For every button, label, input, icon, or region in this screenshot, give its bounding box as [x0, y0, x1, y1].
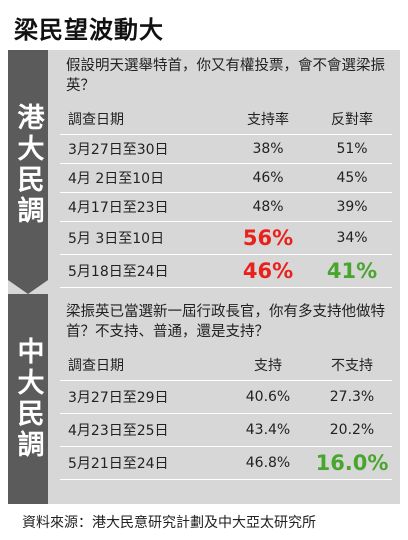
table-row: 3月27日至29日 40.6% 27.3%	[60, 381, 392, 414]
oppose-cell: 51%	[336, 141, 368, 157]
hku-question: 假設明天選舉特首，你又有權投票，會不會選梁振英？	[66, 58, 385, 94]
date-cell: 5月 3日至10日	[68, 231, 165, 247]
hku-poll-label: 港大民調	[12, 103, 44, 227]
poll-frame: 港大民調 假設明天選舉特首，你又有權投票，會不會選梁振英？ 調查日期 支持率 反…	[8, 50, 400, 504]
support-cell: 46.8%	[245, 455, 291, 471]
table-row: 5月18日至24日 46% 41%	[60, 255, 392, 288]
oppose-cell: 39%	[336, 199, 368, 215]
source-note: 資料來源：港大民意研究計劃及中大亞太研究所	[22, 515, 316, 531]
support-cell: 46%	[252, 170, 284, 186]
sidebar-arrow	[8, 280, 48, 294]
support-cell-highlight: 56%	[242, 226, 294, 250]
date-cell: 4月 2日至10日	[68, 171, 165, 187]
cuhk-question: 梁振英已當選新一屆行政長官，你有多支持他做特首？不支持、普通，還是支持？	[66, 304, 385, 340]
not-support-cell: 20.2%	[329, 422, 375, 438]
hku-poll-sidebar: 港大民調	[8, 50, 48, 280]
table-row: 4月23日至25日 43.4% 20.2%	[60, 414, 392, 447]
date-cell: 5月18日至24日	[68, 264, 169, 280]
date-cell: 4月17日至23日	[68, 200, 169, 216]
support-cell: 48%	[252, 199, 284, 215]
oppose-cell: 34%	[336, 230, 368, 246]
cuhk-poll-label: 中大民調	[12, 337, 44, 461]
cuhk-poll-sidebar: 中大民調	[8, 294, 48, 504]
date-cell: 5月21日至24日	[68, 456, 169, 472]
column-header-support: 支持率	[247, 112, 289, 128]
not-support-cell: 27.3%	[329, 389, 375, 405]
hku-poll-table: 假設明天選舉特首，你又有權投票，會不會選梁振英？ 調查日期 支持率 反對率 3月…	[60, 56, 392, 288]
date-cell: 3月27日至29日	[68, 390, 169, 406]
column-header-oppose: 反對率	[331, 112, 373, 128]
support-cell-highlight: 46%	[242, 259, 294, 283]
column-header-date: 調查日期	[68, 112, 124, 128]
column-header-not-support: 不支持	[331, 358, 373, 374]
cuhk-poll-table: 梁振英已當選新一屆行政長官，你有多支持他做特首？不支持、普通，還是支持？ 調查日…	[60, 302, 392, 480]
page-title: 梁民望波動大	[14, 16, 164, 44]
not-support-cell-highlight: 16.0%	[315, 451, 389, 475]
table-row: 3月27日至30日 38% 51%	[60, 135, 392, 164]
support-cell: 38%	[252, 141, 284, 157]
table-row: 5月 3日至10日 56% 34%	[60, 222, 392, 255]
date-cell: 4月23日至25日	[68, 423, 169, 439]
support-cell: 43.4%	[245, 422, 291, 438]
support-cell: 40.6%	[245, 389, 291, 405]
table-header-row: 調查日期 支持率 反對率	[60, 104, 392, 135]
column-header-date: 調查日期	[68, 358, 124, 374]
oppose-cell-highlight: 41%	[326, 259, 378, 283]
column-header-support: 支持	[254, 358, 282, 374]
oppose-cell: 45%	[336, 170, 368, 186]
table-header-row: 調查日期 支持 不支持	[60, 350, 392, 381]
table-row: 5月21日至24日 46.8% 16.0%	[60, 447, 392, 480]
table-row: 4月 2日至10日 46% 45%	[60, 164, 392, 193]
table-row: 4月17日至23日 48% 39%	[60, 193, 392, 222]
date-cell: 3月27日至30日	[68, 142, 169, 158]
